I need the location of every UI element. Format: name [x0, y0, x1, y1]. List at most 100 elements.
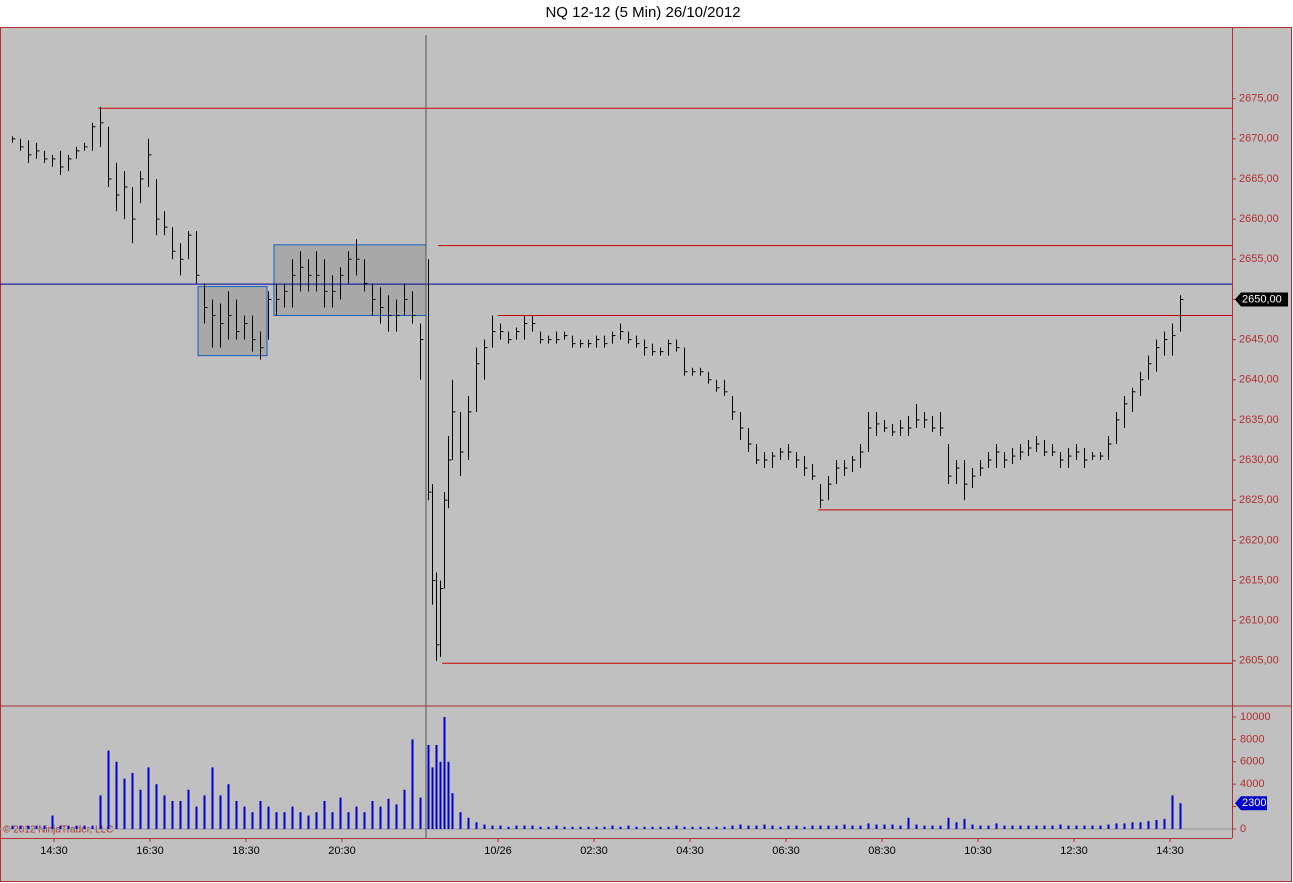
volume-bar — [1147, 821, 1150, 829]
volume-tick-label: 0 — [1240, 823, 1246, 835]
volume-bar — [107, 750, 110, 829]
volume-bar — [715, 826, 718, 829]
volume-bar — [555, 825, 558, 829]
volume-bar — [1019, 825, 1022, 829]
volume-bar — [75, 825, 78, 829]
volume-bar — [491, 825, 494, 829]
volume-bar — [1179, 803, 1182, 829]
x-tick-label: 14:30 — [1156, 845, 1184, 857]
y-tick-label: 2675,00 — [1239, 93, 1279, 105]
volume-bar — [1011, 825, 1014, 829]
volume-bar — [763, 824, 766, 829]
volume-bar — [395, 804, 398, 829]
y-tick-label: 2630,00 — [1239, 454, 1279, 466]
volume-bar — [755, 825, 758, 829]
volume-bar — [435, 744, 438, 829]
volume-bar — [243, 806, 246, 829]
volume-bar — [467, 817, 470, 829]
x-tick-label: 06:30 — [772, 845, 800, 857]
volume-bar — [275, 812, 278, 829]
volume-bar — [363, 812, 366, 829]
last-price-tag — [1235, 292, 1288, 307]
volume-bar — [219, 795, 222, 829]
volume-bar — [739, 824, 742, 829]
volume-bar — [419, 797, 422, 829]
volume-bar — [1075, 825, 1078, 829]
volume-bar — [915, 824, 918, 829]
volume-bar — [515, 825, 518, 829]
volume-bar — [91, 825, 94, 829]
last-volume-tag — [1235, 796, 1267, 811]
volume-bar — [931, 825, 934, 829]
volume-bar — [179, 800, 182, 829]
volume-bar — [99, 795, 102, 829]
volume-tick-label: 10000 — [1240, 711, 1271, 723]
volume-bar — [699, 826, 702, 829]
x-tick-label: 12:30 — [1060, 845, 1088, 857]
volume-bar — [227, 784, 230, 829]
volume-bar — [1131, 822, 1134, 829]
volume-bar — [835, 825, 838, 829]
volume-bar — [403, 789, 406, 829]
volume-bar — [123, 778, 126, 829]
volume-bar — [747, 825, 750, 829]
volume-bar — [163, 795, 166, 829]
volume-bar — [995, 823, 998, 829]
volume-bar — [1163, 818, 1166, 829]
y-tick-label: 2615,00 — [1239, 574, 1279, 586]
volume-bar — [659, 826, 662, 829]
volume-bar — [443, 717, 446, 829]
y-tick-label: 2670,00 — [1239, 133, 1279, 145]
volume-bar — [427, 744, 430, 829]
x-tick-label: 08:30 — [868, 845, 896, 857]
volume-bar — [795, 825, 798, 829]
volume-bar — [979, 825, 982, 829]
x-tick-label: 10:30 — [964, 845, 992, 857]
y-tick-label: 2640,00 — [1239, 374, 1279, 386]
volume-bar — [963, 818, 966, 829]
y-tick-label: 2625,00 — [1239, 494, 1279, 506]
volume-bar — [251, 812, 254, 829]
volume-bar — [1067, 825, 1070, 829]
y-tick-label: 2635,00 — [1239, 414, 1279, 426]
last-price-label: 2650,00 — [1242, 293, 1282, 305]
volume-tick-label: 4000 — [1240, 778, 1264, 790]
volume-bar — [571, 826, 574, 829]
y-tick-label: 2605,00 — [1239, 655, 1279, 667]
volume-bar — [307, 815, 310, 829]
volume-bar — [439, 761, 442, 829]
volume-bar — [907, 817, 910, 829]
volume-bar — [1107, 824, 1110, 829]
volume-bar — [1091, 825, 1094, 829]
volume-bar — [299, 812, 302, 829]
volume-bar — [19, 825, 22, 829]
volume-bar — [507, 826, 510, 829]
volume-bar — [67, 825, 70, 829]
y-tick-label: 2660,00 — [1239, 213, 1279, 225]
x-tick-label: 18:30 — [232, 845, 260, 857]
y-tick-label: 2655,00 — [1239, 253, 1279, 265]
volume-bar — [811, 825, 814, 829]
volume-bar — [83, 825, 86, 829]
volume-tick-label: 8000 — [1240, 733, 1264, 745]
volume-bar — [323, 800, 326, 829]
x-tick-label: 02:30 — [580, 845, 608, 857]
volume-bar — [1171, 795, 1174, 829]
volume-bar — [675, 825, 678, 829]
x-tick-label: 16:30 — [136, 845, 164, 857]
volume-bar — [59, 825, 62, 829]
range-box — [197, 286, 268, 357]
volume-bar — [115, 761, 118, 829]
volume-bar — [379, 806, 382, 829]
volume-bar — [431, 767, 434, 829]
volume-bar — [139, 789, 142, 829]
volume-bar — [803, 826, 806, 829]
volume-bar — [827, 825, 830, 829]
volume-bar — [259, 800, 262, 829]
volume-bar — [171, 800, 174, 829]
volume-bar — [731, 825, 734, 829]
volume-bar — [211, 767, 214, 829]
volume-bar — [955, 822, 958, 829]
volume-bar — [11, 825, 14, 829]
volume-bar — [883, 824, 886, 829]
